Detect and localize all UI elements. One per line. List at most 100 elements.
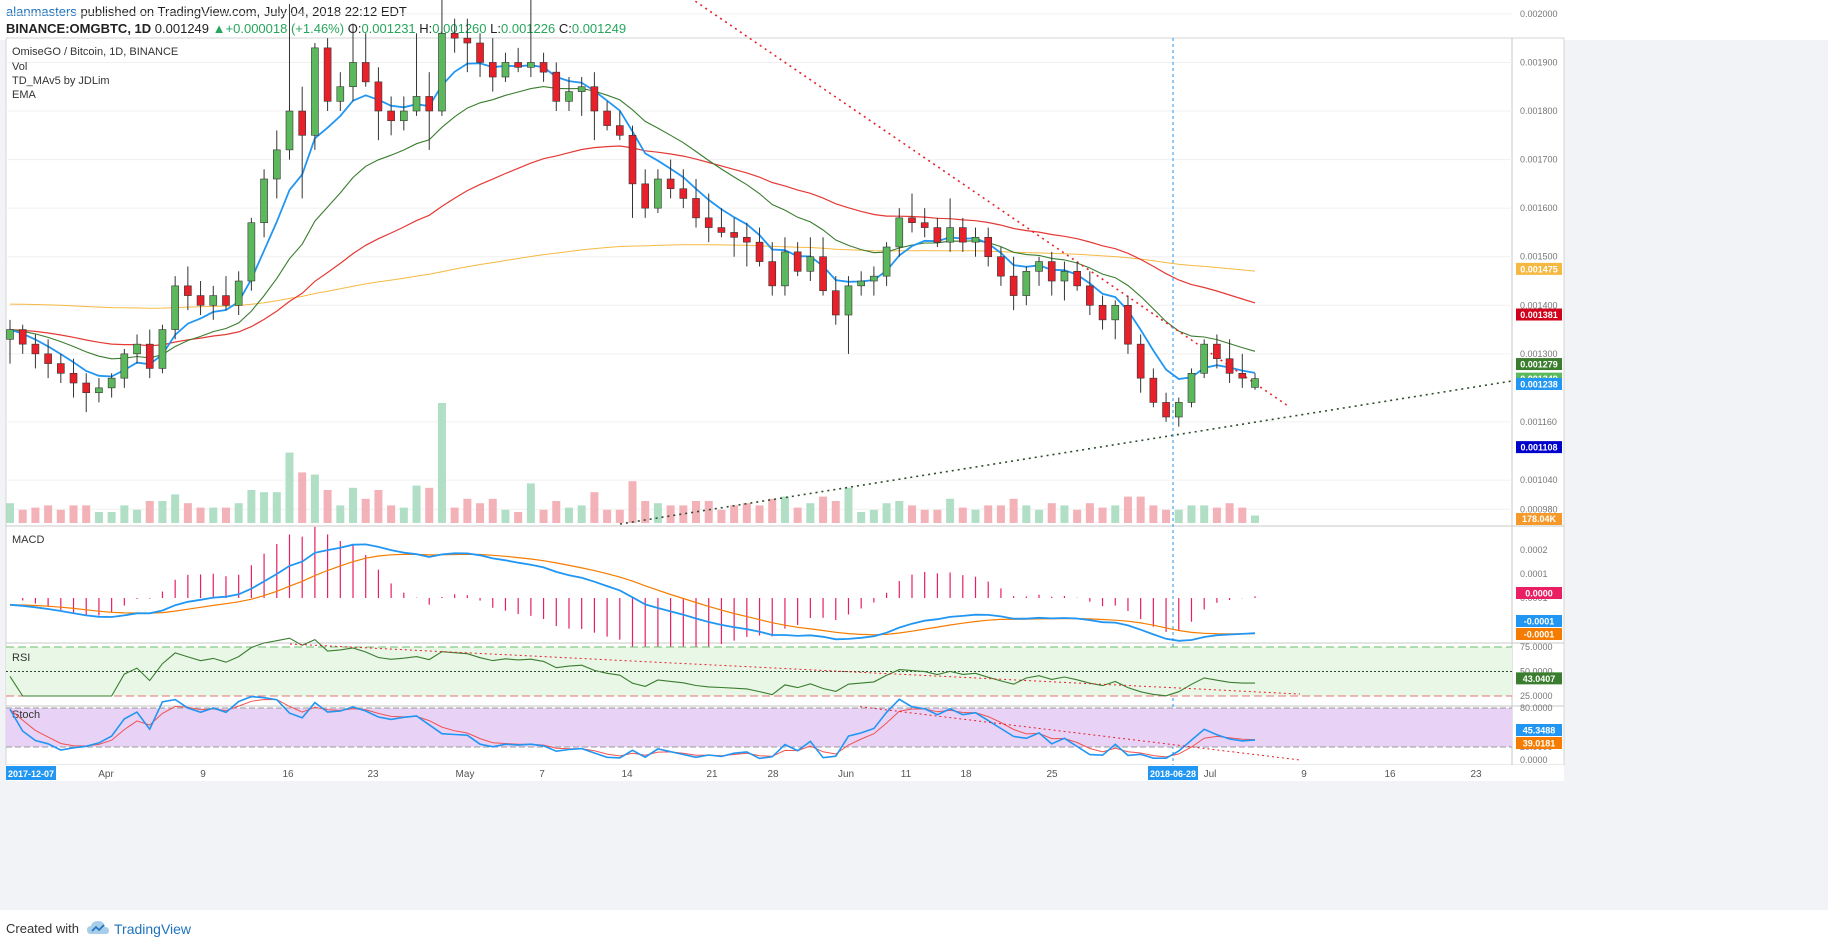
volume-bar bbox=[234, 503, 243, 523]
volume-bar bbox=[399, 507, 408, 523]
time-tick-label: 18 bbox=[960, 769, 972, 780]
low-value: 0.001226 bbox=[501, 21, 556, 36]
candle-body bbox=[1086, 285, 1094, 306]
down-trendline bbox=[692, 0, 1291, 408]
time-tick-label: 16 bbox=[282, 769, 294, 780]
candle-body bbox=[641, 183, 650, 209]
candle bbox=[387, 96, 395, 136]
volume-bar bbox=[488, 498, 497, 523]
candle-body bbox=[476, 42, 484, 63]
tradingview-brand[interactable]: TradingView bbox=[114, 921, 192, 937]
candle bbox=[298, 86, 306, 199]
symbol-line: BINANCE:OMGBTC, 1D 0.001249 ▲+0.000018 (… bbox=[6, 21, 626, 36]
volume-bar bbox=[958, 507, 967, 523]
candle-body bbox=[1111, 304, 1120, 321]
candle bbox=[145, 329, 154, 379]
candle bbox=[171, 276, 179, 340]
stoch-tick-label: 0.0000 bbox=[1520, 755, 1548, 765]
candle-body bbox=[450, 32, 459, 39]
chart-header: alanmasters published on TradingView.com… bbox=[0, 0, 1828, 40]
candle bbox=[654, 169, 662, 214]
candle bbox=[272, 130, 281, 199]
candle bbox=[44, 339, 52, 379]
candle-body bbox=[95, 387, 103, 394]
time-tick-label: Jul bbox=[1204, 769, 1217, 780]
candle-body bbox=[349, 62, 357, 88]
candle bbox=[69, 358, 78, 398]
volume-bar bbox=[615, 509, 624, 523]
volume-bar bbox=[501, 509, 510, 523]
candle bbox=[425, 72, 434, 150]
candle bbox=[1238, 353, 1247, 388]
candle-body bbox=[298, 110, 306, 136]
candle bbox=[844, 276, 853, 354]
candle bbox=[615, 111, 624, 141]
author-link[interactable]: alanmasters bbox=[6, 4, 77, 19]
candle bbox=[959, 217, 967, 252]
candle bbox=[438, 0, 446, 116]
time-axis-bg bbox=[6, 765, 1564, 781]
candle-body bbox=[1073, 270, 1081, 287]
candle bbox=[806, 237, 815, 282]
volume-bar bbox=[628, 481, 637, 523]
candle-body bbox=[145, 343, 154, 369]
candle-body bbox=[946, 227, 954, 243]
candle-body bbox=[628, 134, 637, 185]
candle bbox=[260, 169, 268, 238]
legend-item: EMA bbox=[12, 89, 37, 101]
candle-body bbox=[539, 62, 548, 73]
candle bbox=[1086, 271, 1094, 316]
candle-body bbox=[69, 372, 78, 384]
candle bbox=[666, 159, 675, 199]
candle-body bbox=[1009, 275, 1018, 296]
candle bbox=[831, 276, 840, 325]
candle-body bbox=[679, 188, 688, 199]
candle-body bbox=[57, 363, 65, 374]
volume-bar bbox=[641, 501, 650, 523]
volume-bar bbox=[1149, 505, 1158, 523]
candle bbox=[336, 72, 345, 112]
volume-bar bbox=[1035, 509, 1044, 523]
last-price: 0.001249 bbox=[154, 21, 210, 36]
candle-body bbox=[768, 261, 777, 287]
volume-bar bbox=[692, 501, 701, 523]
candle bbox=[577, 77, 586, 116]
candle bbox=[1035, 256, 1043, 286]
macd-badge-label: 0.0000 bbox=[1525, 589, 1553, 599]
candle-body bbox=[527, 62, 535, 68]
volume-bar bbox=[1212, 507, 1221, 523]
candle-body bbox=[133, 343, 141, 355]
candle bbox=[946, 198, 954, 252]
volume-bar bbox=[1174, 509, 1183, 523]
volume-bar bbox=[1225, 503, 1234, 523]
volume-bar bbox=[717, 509, 726, 523]
candle bbox=[603, 101, 611, 131]
volume-bar bbox=[806, 503, 815, 523]
candle bbox=[1251, 373, 1259, 390]
volume-bar bbox=[437, 403, 446, 523]
candle bbox=[374, 67, 383, 141]
candle-body bbox=[577, 86, 586, 92]
candle-body bbox=[743, 236, 751, 243]
time-tick-label: 16 bbox=[1384, 769, 1396, 780]
volume-bar bbox=[463, 498, 472, 523]
candle-body bbox=[196, 295, 205, 306]
volume-bar bbox=[742, 503, 751, 523]
candle bbox=[514, 47, 522, 73]
candle-body bbox=[1200, 343, 1208, 374]
candle bbox=[768, 242, 777, 296]
candle-body bbox=[831, 290, 840, 316]
candle-body bbox=[666, 178, 675, 190]
rsi-tick-label: 75.0000 bbox=[1520, 642, 1553, 652]
volume-bar bbox=[1009, 498, 1018, 523]
macd-tick-label: 0.0002 bbox=[1520, 545, 1548, 555]
volume-bar bbox=[221, 507, 230, 523]
volume-bar bbox=[895, 501, 904, 523]
tradingview-cloud-icon bbox=[87, 921, 109, 934]
volume-bar bbox=[1238, 507, 1247, 523]
candle bbox=[781, 237, 789, 296]
candle-body bbox=[488, 62, 497, 78]
candle-body bbox=[463, 37, 472, 44]
candle-body bbox=[959, 227, 967, 243]
